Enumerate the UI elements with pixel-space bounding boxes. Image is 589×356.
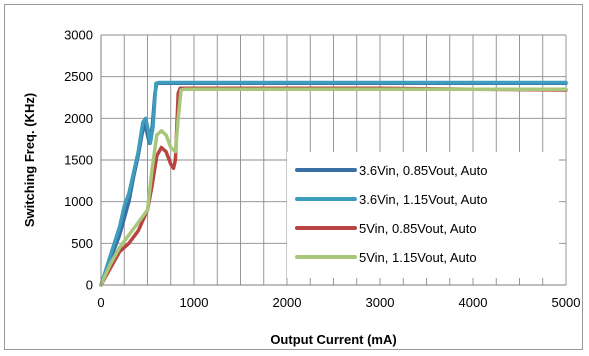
x-tick-label: 1000 (180, 295, 209, 310)
series-layer (99, 80, 568, 287)
y-tick-label: 3000 (64, 28, 93, 43)
y-tick-label: 2500 (64, 69, 93, 84)
y-tick-label: 500 (71, 236, 93, 251)
y-tick-label: 1500 (64, 153, 93, 168)
tick-labels: 0 1000 2000 3000 4000 5000 0 500 1000 1500 2000 250… (64, 28, 580, 311)
legend-entry: 5Vin, 0.85Vout, Auto (359, 221, 477, 236)
legend: 3.6Vin, 0.85Vout, Auto 3.6Vin, 1.15Vout, … (287, 152, 559, 278)
series-line-4 (99, 87, 568, 287)
x-tick-label: 4000 (459, 295, 488, 310)
legend-entry: 5Vin, 1.15Vout, Auto (359, 250, 477, 265)
y-tick-label: 2000 (64, 111, 93, 126)
y-axis-title: Switching Freq. (KHz) (22, 93, 37, 227)
legend-entry: 3.6Vin, 0.85Vout, Auto (359, 163, 487, 178)
x-tick-label: 3000 (366, 295, 395, 310)
x-tick-label: 2000 (273, 295, 302, 310)
x-tick-label: 5000 (552, 295, 581, 310)
axes (100, 35, 566, 286)
series-line-2 (99, 80, 568, 287)
legend-entry: 3.6Vin, 1.15Vout, Auto (359, 192, 487, 207)
x-axis-title: Output Current (mA) (270, 332, 396, 347)
x-tick-label: 0 (97, 295, 104, 310)
y-tick-label: 0 (86, 278, 93, 293)
y-tick-label: 1000 (64, 194, 93, 209)
